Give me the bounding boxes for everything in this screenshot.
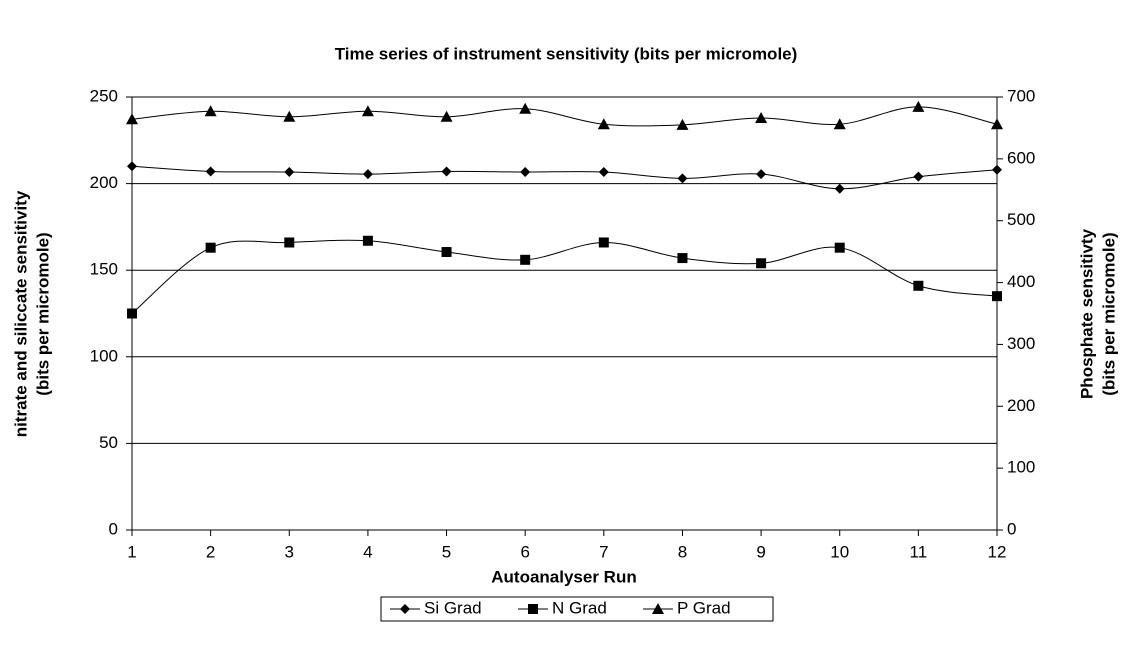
y-tick-label: 0 — [109, 519, 118, 538]
y2-tick-label: 100 — [1007, 458, 1035, 477]
y-axis-title-line: (bits per micromole) — [33, 232, 52, 395]
marker — [833, 118, 846, 130]
y2-tick-label: 200 — [1007, 396, 1035, 415]
y-tick-label: 250 — [90, 86, 118, 105]
marker — [677, 173, 688, 184]
series-line — [131, 165, 998, 190]
x-tick-label: 2 — [206, 542, 215, 561]
series-line — [131, 106, 998, 127]
marker — [992, 164, 1002, 175]
chart-title: Time series of instrument sensitivity (b… — [335, 44, 798, 63]
marker — [520, 166, 531, 177]
y-tick-label: 100 — [90, 346, 118, 365]
marker — [441, 166, 452, 177]
marker — [992, 291, 1002, 302]
x-axis-title: Autoanalyser Run — [491, 567, 636, 586]
x-tick-label: 1 — [127, 542, 136, 561]
y2-tick-label: 400 — [1007, 272, 1035, 291]
legend-label: P Grad — [677, 598, 731, 617]
y2-tick-label: 500 — [1007, 210, 1035, 229]
marker — [598, 237, 609, 248]
marker — [755, 112, 768, 124]
marker — [362, 169, 373, 180]
y-axis-title: nitrate and siliccate sensitivity (bits … — [11, 190, 52, 437]
marker — [127, 161, 137, 172]
marker — [361, 105, 374, 117]
marker — [676, 118, 689, 130]
legend-label: Si Grad — [424, 598, 482, 617]
x-tick-label: 10 — [830, 542, 849, 561]
y2-tick-label: 700 — [1007, 86, 1035, 105]
marker — [677, 253, 688, 264]
y-tick-label: 50 — [99, 433, 118, 452]
marker — [283, 110, 296, 122]
legend-label: N Grad — [552, 598, 607, 617]
series-line — [131, 239, 998, 314]
marker — [400, 604, 410, 614]
marker — [205, 166, 216, 177]
marker — [834, 242, 845, 253]
x-tick-label: 9 — [756, 542, 765, 561]
marker — [913, 280, 924, 291]
x-tick-label: 5 — [442, 542, 451, 561]
marker — [205, 242, 216, 253]
marker — [440, 110, 453, 122]
y2-axis-title: Phosphate sensitivty (bits per micromole… — [1077, 228, 1118, 399]
x-tick-label: 7 — [599, 542, 608, 561]
legend-box — [380, 596, 774, 622]
marker — [991, 118, 1003, 130]
marker — [912, 100, 925, 112]
y-tick-label: 200 — [90, 173, 118, 192]
y-axis-title-line: nitrate and siliccate sensitivity — [11, 190, 30, 437]
y2-axis-title-line: Phosphate sensitivty — [1077, 228, 1096, 399]
y-tick-label: 150 — [90, 260, 118, 279]
y2-tick-label: 300 — [1007, 334, 1035, 353]
y2-tick-label: 600 — [1007, 148, 1035, 167]
marker — [834, 183, 845, 194]
marker — [756, 258, 767, 269]
marker — [284, 237, 295, 248]
marker — [597, 118, 610, 130]
x-tick-label: 11 — [910, 542, 928, 561]
marker — [913, 171, 924, 182]
marker — [441, 247, 452, 258]
marker — [362, 235, 373, 246]
marker — [756, 169, 767, 180]
x-tick-label: 4 — [363, 542, 372, 561]
marker — [126, 113, 138, 125]
marker — [652, 603, 664, 614]
marker — [598, 166, 609, 177]
marker — [528, 604, 538, 614]
x-tick-label: 12 — [988, 542, 1007, 561]
x-tick-label: 6 — [520, 542, 529, 561]
x-tick-label: 8 — [678, 542, 687, 561]
marker — [204, 105, 217, 117]
y2-tick-label: 0 — [1007, 519, 1016, 538]
x-tick-label: 3 — [285, 542, 294, 561]
marker — [127, 308, 137, 319]
marker — [284, 166, 295, 177]
marker — [520, 254, 531, 265]
marker — [519, 102, 532, 114]
y2-axis-title-line: (bits per micromole) — [1099, 232, 1118, 395]
